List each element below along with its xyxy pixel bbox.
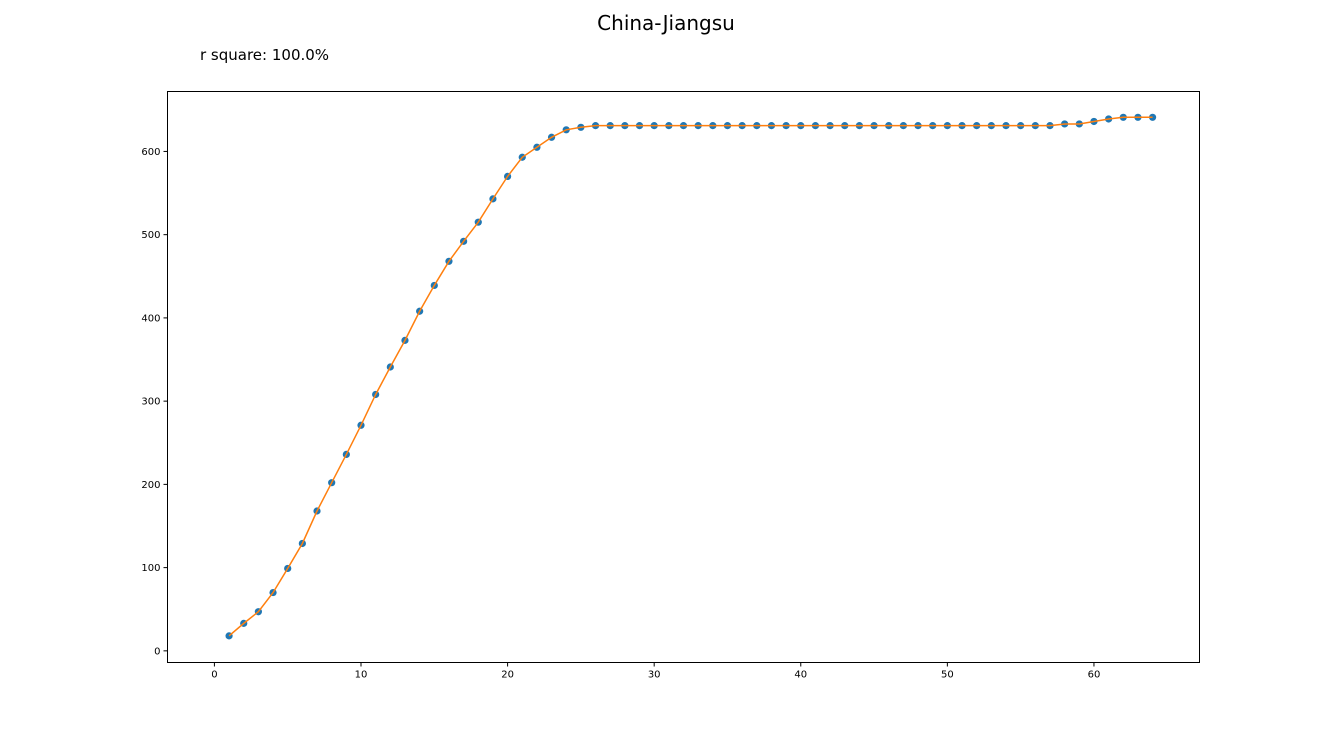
fit-line — [228, 116, 1153, 637]
x-tick-label: 10 — [355, 670, 368, 681]
x-tick-label: 50 — [941, 670, 954, 681]
x-tick-label: 0 — [211, 670, 217, 681]
plot-area: 0 10 20 30 40 50 60 0 100 200 300 400 500 600 — [141, 91, 1200, 681]
y-axis: 0 100 200 300 400 500 600 — [141, 147, 168, 657]
chart-subtitle: r square: 100.0% — [200, 46, 329, 64]
y-tick-label: 300 — [141, 397, 160, 408]
y-tick-label: 500 — [141, 230, 160, 241]
x-tick-label: 20 — [501, 670, 514, 681]
x-axis: 0 10 20 30 40 50 60 — [211, 662, 1101, 681]
y-tick-label: 400 — [141, 313, 160, 324]
y-tick-label: 0 — [154, 646, 160, 657]
series-layer — [225, 113, 1157, 640]
x-tick-label: 40 — [794, 670, 807, 681]
y-tick-label: 600 — [141, 147, 160, 158]
x-tick-label: 60 — [1088, 670, 1101, 681]
x-tick-label: 30 — [648, 670, 661, 681]
y-tick-label: 200 — [141, 480, 160, 491]
data-point — [1148, 113, 1157, 121]
chart-title: China-Jiangsu — [597, 11, 735, 35]
plot-frame — [167, 91, 1200, 663]
y-tick-label: 100 — [141, 563, 160, 574]
